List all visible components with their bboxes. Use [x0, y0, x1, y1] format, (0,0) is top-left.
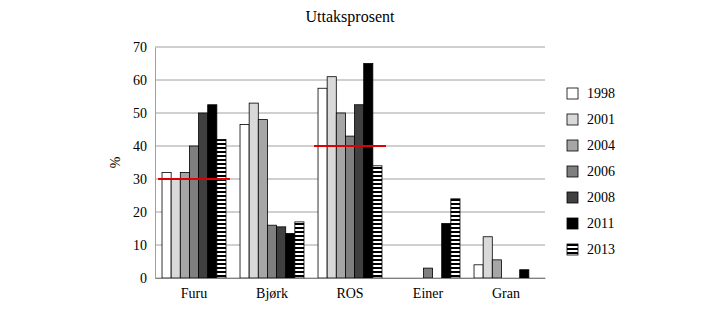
y-tick: 10	[133, 238, 155, 253]
legend-label: 2011	[587, 216, 614, 231]
bar	[286, 233, 295, 278]
y-axis-title: %	[108, 156, 123, 168]
x-axis: Furu Bjørk ROS Einer Gran	[156, 278, 546, 301]
legend-item: 2006	[567, 164, 615, 179]
y-tick-label: 30	[133, 172, 147, 187]
y-tick-label: 40	[133, 139, 147, 154]
bar	[171, 179, 180, 278]
legend-label: 2008	[587, 190, 615, 205]
legend-item: 2008	[567, 190, 615, 205]
legend-item: 2013	[567, 242, 615, 257]
legend-swatch	[567, 166, 578, 177]
bar	[162, 172, 171, 278]
y-tick: 30	[133, 172, 155, 187]
bar	[267, 225, 276, 278]
x-tick: Einer	[413, 278, 444, 301]
bar	[373, 166, 382, 278]
reference-line	[158, 178, 230, 180]
legend-item: 2011	[567, 216, 614, 231]
bar	[180, 172, 189, 278]
bar	[318, 88, 327, 278]
x-tick: Gran	[492, 278, 520, 301]
bar	[240, 125, 249, 278]
legend-swatch	[567, 140, 578, 151]
y-tick-label: 10	[133, 238, 147, 253]
y-tick-label: 50	[133, 106, 147, 121]
y-tick: 0	[140, 271, 155, 286]
y-tick: 20	[133, 205, 155, 220]
x-tick: Furu	[181, 278, 207, 301]
bar	[295, 222, 304, 278]
y-tick: 70	[133, 40, 155, 55]
y-tick-label: 20	[133, 205, 147, 220]
y-tick: 60	[133, 73, 155, 88]
bar	[277, 227, 286, 278]
x-tick-label: Bjørk	[256, 286, 288, 301]
bar	[199, 113, 208, 278]
bar	[249, 103, 258, 278]
bar	[451, 199, 460, 278]
legend-swatch	[567, 114, 578, 125]
grid-line	[155, 47, 545, 48]
legend-label: 2004	[587, 138, 615, 153]
x-tick-label: Furu	[181, 286, 207, 301]
bar	[208, 105, 217, 278]
y-tick: 50	[133, 106, 155, 121]
title: Uttaksprosent	[306, 8, 395, 26]
x-tick: Bjørk	[256, 278, 288, 301]
y-tick-label: 70	[133, 40, 147, 55]
legend-item: 1998	[567, 86, 615, 101]
bar	[336, 113, 345, 278]
plot: 0 10 20 30 40 50 60 70 Furu Bjørk ROS Einer Gran	[133, 40, 546, 301]
legend-label: 2013	[587, 242, 615, 257]
y-tick: 40	[133, 139, 155, 154]
legend: 1998 2001 2004 2006 2008 2011 2013	[567, 86, 615, 257]
x-tick-label: ROS	[336, 286, 363, 301]
x-tick-label: Gran	[492, 286, 520, 301]
bar	[364, 64, 373, 279]
legend-swatch	[567, 88, 578, 99]
legend-swatch	[567, 244, 578, 255]
bar	[483, 237, 492, 278]
bar	[189, 146, 198, 278]
chart: 0 10 20 30 40 50 60 70 Furu Bjørk ROS Einer Gran Utta…	[0, 0, 711, 312]
x-axis-line	[156, 278, 546, 279]
legend-swatch	[567, 192, 578, 203]
bar	[327, 77, 336, 278]
y-tick-label: 60	[133, 73, 147, 88]
legend-label: 2006	[587, 164, 615, 179]
grid	[155, 47, 545, 278]
x-tick-label: Einer	[413, 286, 444, 301]
bar	[492, 260, 501, 278]
bar	[355, 105, 364, 278]
bars	[158, 64, 529, 279]
legend-item: 2004	[567, 138, 615, 153]
bar	[217, 139, 226, 278]
y-tick-label: 0	[140, 271, 147, 286]
y-axis: 0 10 20 30 40 50 60 70	[133, 40, 156, 286]
x-tick: ROS	[336, 278, 363, 301]
bar	[258, 120, 267, 278]
bar	[442, 224, 451, 278]
legend-item: 2001	[567, 112, 615, 127]
y-axis-line	[155, 48, 156, 279]
legend-label: 1998	[587, 86, 615, 101]
grid-line	[155, 80, 545, 81]
bar	[520, 270, 529, 278]
bar	[423, 268, 432, 278]
legend-label: 2001	[587, 112, 615, 127]
bar	[474, 265, 483, 278]
reference-line	[314, 145, 386, 147]
bar	[345, 136, 354, 278]
legend-swatch	[567, 218, 578, 229]
